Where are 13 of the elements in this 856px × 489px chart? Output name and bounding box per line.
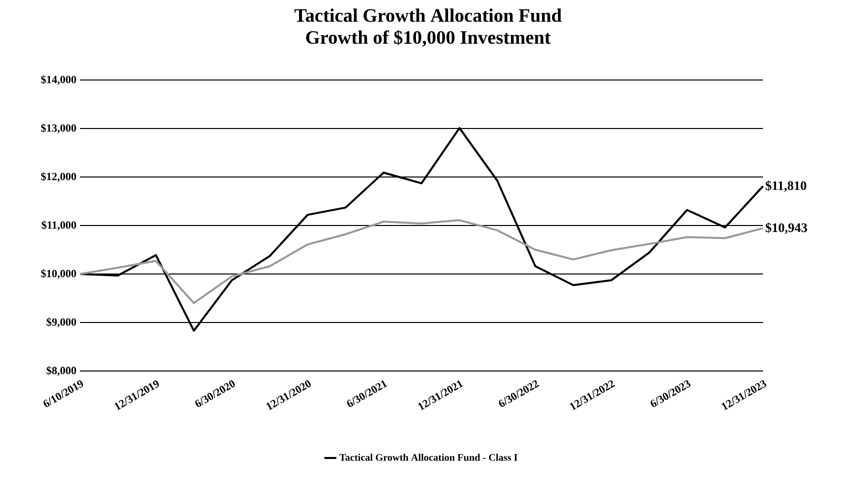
data-label: $10,943 (766, 222, 808, 234)
y-tick-label: $14,000 (41, 75, 76, 85)
y-tick-label: $10,000 (41, 269, 76, 279)
line-series (79, 219, 764, 304)
y-tick-label: $9,000 (46, 318, 76, 328)
chart-title: Tactical Growth Allocation Fund (294, 8, 562, 22)
y-tick-label: $12,000 (41, 172, 76, 182)
chart-subtitle: Growth of $10,000 Investment (306, 30, 551, 47)
y-tick-label: $8,000 (46, 366, 76, 376)
y-tick-label: $13,000 (41, 124, 76, 134)
y-tick-label: $11,000 (42, 220, 76, 230)
data-label: $11,810 (766, 180, 806, 192)
legend-label: Tactical Growth Allocation Fund - Class I (339, 454, 518, 461)
